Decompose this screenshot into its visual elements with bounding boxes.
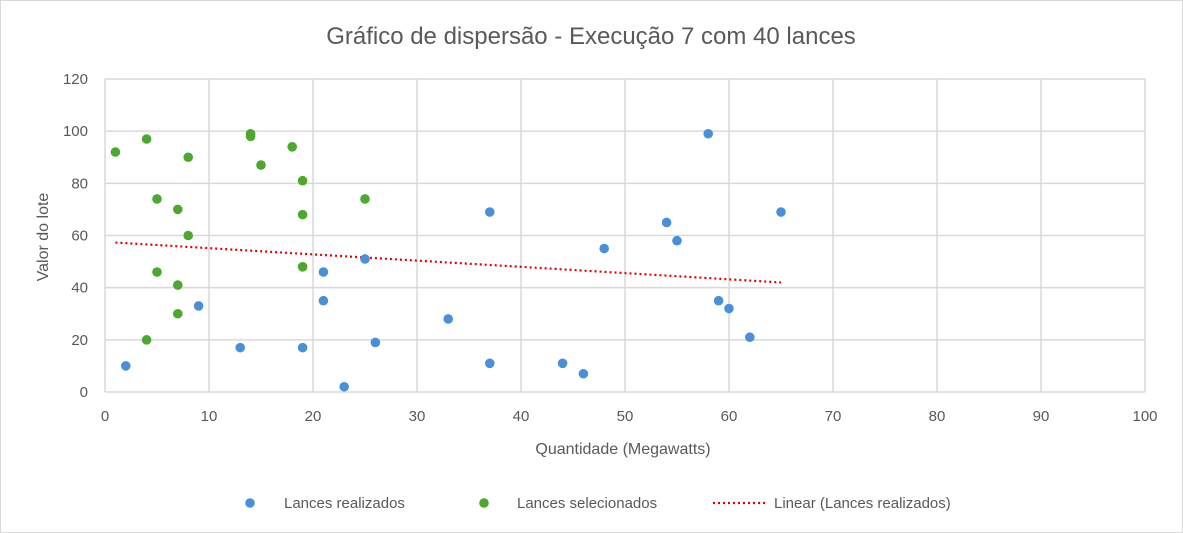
x-tick-label: 30: [409, 408, 426, 425]
chart-title: Gráfico de dispersão - Execução 7 com 40…: [326, 23, 856, 50]
legend-swatch-marker: [245, 498, 255, 508]
legend-item: Lances selecionados: [479, 495, 657, 512]
point-lances-realizados: [724, 303, 734, 314]
y-tick-label: 60: [71, 228, 88, 245]
legend-swatch-marker: [479, 498, 489, 508]
point-lances-selecionados: [256, 160, 266, 170]
point-lances-selecionados: [287, 142, 298, 152]
legend-label: Lances realizados: [284, 495, 405, 512]
point-lances-selecionados: [173, 204, 183, 215]
legend-label: Linear (Lances realizados): [774, 495, 951, 512]
x-tick-label: 90: [1033, 408, 1050, 425]
point-lances-realizados: [776, 207, 786, 217]
point-lances-selecionados: [152, 194, 162, 204]
legend-label: Lances selecionados: [517, 495, 657, 512]
point-lances-realizados: [318, 267, 329, 277]
x-tick-label: 100: [1132, 408, 1157, 425]
y-tick-label: 20: [71, 332, 88, 349]
point-lances-realizados: [703, 128, 713, 139]
point-lances-realizados: [578, 368, 589, 379]
legend: Lances realizados Lances selecionados Line…: [245, 495, 951, 512]
y-tick-label: 80: [71, 175, 88, 192]
point-lances-realizados: [599, 243, 609, 254]
point-lances-realizados: [661, 217, 672, 228]
point-lances-realizados: [235, 342, 245, 353]
point-lances-selecionados: [297, 175, 308, 186]
point-lances-selecionados: [110, 147, 121, 157]
x-tick-label: 40: [513, 408, 530, 425]
point-lances-realizados: [745, 332, 755, 343]
point-lances-realizados: [121, 361, 131, 371]
trendline-layer: [115, 241, 782, 284]
point-lances-realizados: [193, 301, 204, 311]
point-lances-selecionados: [173, 280, 183, 290]
point-lances-selecionados: [152, 267, 162, 277]
point-lances-realizados: [485, 207, 495, 217]
y-axis-label: Valor do lote: [35, 193, 52, 282]
y-tick-label: 120: [63, 71, 88, 88]
point-lances-selecionados: [141, 335, 152, 345]
trendline: [115, 241, 782, 284]
point-lances-selecionados: [183, 230, 193, 241]
x-tick-label: 10: [201, 408, 218, 425]
point-lances-realizados: [443, 314, 454, 324]
x-tick-label: 0: [101, 408, 109, 425]
y-tick-label: 0: [80, 384, 88, 401]
grid: [104, 78, 1146, 393]
points-layer: [110, 128, 786, 392]
x-tick-label: 50: [617, 408, 634, 425]
point-lances-selecionados: [297, 209, 308, 220]
point-lances-selecionados: [183, 152, 193, 163]
legend-item: Linear (Lances realizados): [713, 495, 951, 512]
legend-item: Lances realizados: [245, 495, 405, 512]
y-tick-label: 40: [71, 280, 88, 297]
y-tick-label: 100: [63, 123, 88, 140]
y-axis-ticks: 0 20 40 60 80 100 120: [63, 71, 88, 401]
point-lances-realizados: [672, 235, 682, 246]
point-lances-realizados: [339, 381, 350, 392]
point-lances-realizados: [370, 337, 381, 348]
x-tick-label: 20: [305, 408, 322, 425]
x-tick-label: 80: [929, 408, 946, 425]
point-lances-realizados: [713, 295, 724, 306]
point-lances-selecionados: [173, 308, 183, 319]
x-tick-label: 60: [721, 408, 738, 425]
x-axis-ticks: 0 10 20 30 40 50 60 70 80 90 100: [101, 408, 1158, 425]
x-tick-label: 70: [825, 408, 842, 425]
point-lances-realizados: [485, 358, 495, 369]
point-lances-realizados: [360, 254, 370, 264]
point-lances-selecionados: [297, 262, 308, 272]
point-lances-selecionados: [245, 131, 256, 142]
x-axis-label: Quantidade (Megawatts): [535, 441, 710, 458]
point-lances-realizados: [318, 295, 329, 306]
point-lances-realizados: [557, 358, 568, 369]
point-lances-selecionados: [360, 194, 370, 204]
point-lances-selecionados: [141, 134, 152, 144]
point-lances-realizados: [297, 342, 308, 353]
